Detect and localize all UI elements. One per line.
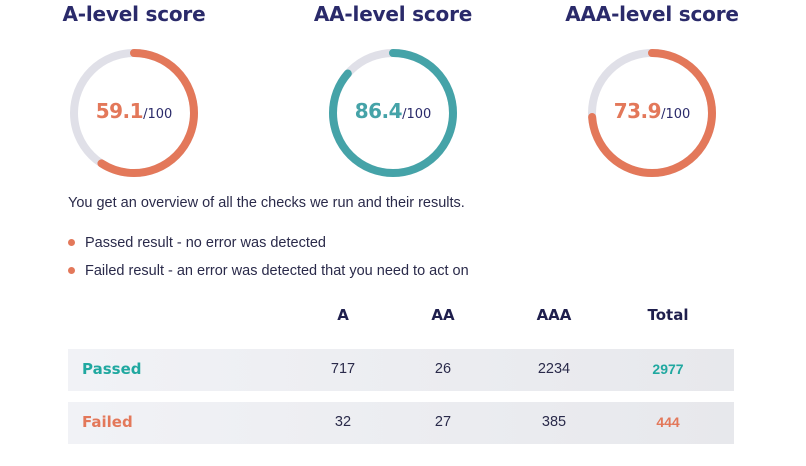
score-value-aa: 86.4 [354, 99, 403, 123]
score-max-aa: /100 [402, 107, 432, 122]
results-table-header: A AA AAA Total [68, 300, 734, 336]
score-title-a: A-level score [62, 2, 206, 26]
score-ring-aaa-graphic [588, 49, 716, 177]
column-header-total: Total [647, 306, 689, 324]
ring-progress-arc [329, 49, 457, 177]
column-header-aaa: AAA [536, 306, 572, 324]
score-ring-aa: 86.4/100 [326, 46, 460, 180]
ring-progress-arc [70, 49, 198, 177]
legend-dot-icon [68, 239, 75, 246]
cell-failed-aaa: 385 [541, 414, 567, 430]
cell-failed-aa: 27 [434, 414, 452, 430]
score-label-a: 59.1/100 [67, 99, 201, 123]
table-row-passed: Passed 717 26 2234 2977 [68, 349, 734, 391]
score-ring-aaa: 73.9/100 [585, 46, 719, 180]
cell-passed-a: 717 [330, 361, 356, 377]
score-card-a: A-level score 59.1/100 [14, 0, 254, 180]
cell-failed-a: 32 [334, 414, 352, 430]
score-card-aa: AA-level score 86.4/100 [273, 0, 513, 180]
results-table: A AA AAA Total Passed 717 26 2234 2977 F… [68, 300, 734, 444]
column-header-a: A [337, 306, 349, 324]
cell-failed-total: 444 [656, 414, 680, 430]
cell-passed-aa: 26 [434, 361, 452, 377]
score-value-a: 59.1 [95, 99, 144, 123]
score-card-aaa: AAA-level score 73.9/100 [532, 0, 772, 180]
cell-passed-aaa: 2234 [537, 361, 571, 377]
score-ring-aa-graphic [329, 49, 457, 177]
table-row-failed: Failed 32 27 385 444 [68, 402, 734, 444]
intro-text: You get an overview of all the checks we… [68, 195, 465, 211]
legend-dot-icon [68, 267, 75, 274]
score-ring-a: 59.1/100 [67, 46, 201, 180]
score-title-aa: AA-level score [313, 2, 473, 26]
legend-label-failed: Failed result - an error was detected th… [85, 263, 469, 279]
cell-passed-total: 2977 [652, 361, 684, 377]
row-label-passed: Passed [82, 360, 142, 378]
score-title-aaa: AAA-level score [565, 2, 739, 26]
score-label-aa: 86.4/100 [326, 99, 460, 123]
score-max-aaa: /100 [661, 107, 691, 122]
score-label-aaa: 73.9/100 [585, 99, 719, 123]
column-header-aa: AA [431, 306, 455, 324]
score-ring-a-graphic [70, 49, 198, 177]
ring-progress-arc [588, 49, 716, 177]
legend-label-passed: Passed result - no error was detected [85, 235, 326, 251]
row-label-failed: Failed [82, 413, 133, 431]
score-max-a: /100 [143, 107, 173, 122]
score-value-aaa: 73.9 [613, 99, 662, 123]
